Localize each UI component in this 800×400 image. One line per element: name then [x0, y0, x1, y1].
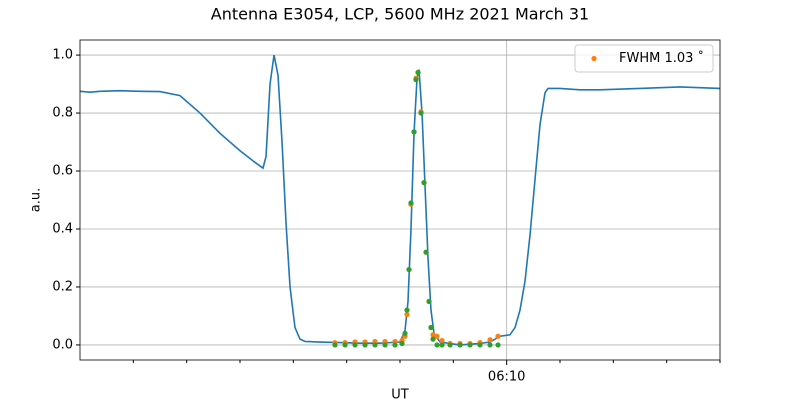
plot-area	[80, 54, 720, 348]
y-tick-label: 0.2	[52, 279, 73, 294]
data-point	[382, 342, 388, 348]
data-point	[457, 342, 463, 348]
data-point	[404, 311, 410, 318]
legend-label: FWHM 1.03 ˚	[619, 50, 704, 66]
data-point	[404, 307, 410, 313]
data-point	[392, 342, 398, 348]
data-point	[467, 342, 473, 348]
y-tick-label: 0.8	[52, 106, 73, 121]
data-point	[430, 332, 436, 338]
legend-marker	[591, 55, 597, 62]
data-point	[430, 336, 436, 342]
data-point	[372, 342, 378, 348]
y-tick-label: 0.4	[52, 221, 73, 236]
data-point	[421, 180, 427, 186]
data-point	[352, 342, 358, 348]
y-tick-label: 0.6	[52, 164, 73, 179]
data-point	[487, 337, 493, 343]
data-point	[495, 342, 501, 348]
x-axis-label: UT	[391, 388, 409, 400]
data-point	[415, 69, 421, 76]
y-axis-label: a.u.	[29, 188, 44, 212]
y-tick-label: 1.0	[52, 48, 73, 63]
data-point	[439, 342, 445, 348]
data-point	[495, 333, 501, 339]
data-point	[428, 324, 434, 331]
data-point	[423, 249, 429, 255]
plot-frame	[79, 39, 721, 361]
chart-title: Antenna E3054, LCP, 5600 MHz 2021 March …	[211, 5, 589, 24]
legend-box	[574, 44, 714, 73]
x-tick-label: 06:10	[488, 370, 525, 385]
data-point	[332, 342, 338, 348]
data-point	[411, 129, 417, 135]
data-point	[408, 200, 414, 206]
data-point	[447, 342, 453, 348]
data-point	[477, 342, 483, 348]
data-line	[80, 54, 720, 346]
data-point	[426, 298, 432, 305]
data-point	[413, 77, 419, 83]
data-point	[434, 342, 440, 348]
data-point	[418, 110, 424, 116]
data-point	[406, 266, 412, 273]
data-point	[342, 342, 348, 348]
data-point	[487, 342, 493, 348]
data-point	[362, 342, 368, 348]
data-point	[439, 337, 445, 344]
data-point	[402, 330, 408, 336]
data-point	[399, 340, 405, 347]
data-point	[434, 333, 440, 339]
y-tick-label: 0.0	[52, 337, 73, 352]
